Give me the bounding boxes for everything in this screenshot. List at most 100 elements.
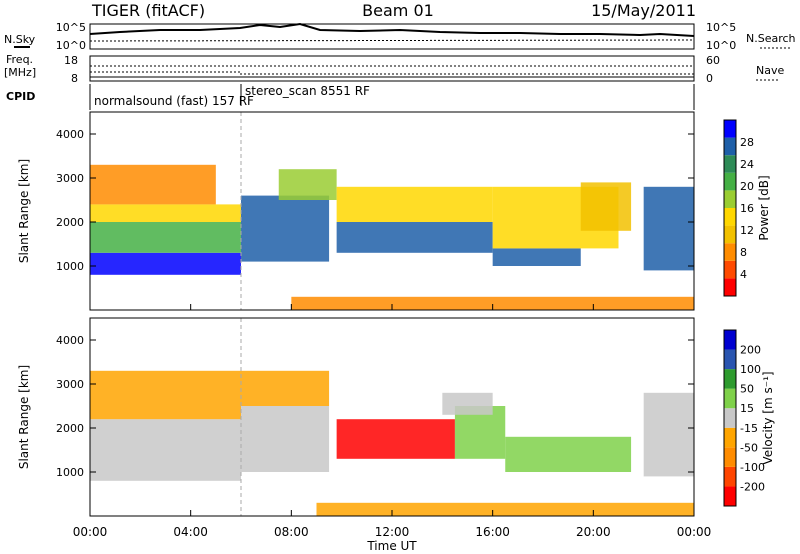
power-colorbar-tick-2: 20 [740,180,754,193]
power-ytick-label-1: 2000 [56,216,84,229]
nsearch-trace [89,39,695,42]
cpid-panel: CPID normalsound (fast) 157 RF stereo_sc… [6,84,695,110]
station-title: TIGER (fitACF) [91,1,205,20]
freq-tick-bottom: 8 [71,72,78,85]
cpid-label: CPID [6,90,35,103]
velocity-colorbar-segment-1 [724,466,736,487]
time-tick-label-4: 16:00 [475,525,510,539]
velocity-region-1 [90,370,241,420]
nsky-label: N.Sky [4,33,36,46]
velocity-colorbar-segment-4 [724,408,736,428]
nsearch-tick-top: 10^5 [706,21,736,34]
freq-panel: Freq. [MHz] 18 8 60 0 Nave [4,53,784,85]
power-colorbar-tick-3: 16 [740,202,754,215]
nsearch-label: N.Search [746,32,796,45]
power-region-10 [580,182,632,231]
power-region-4 [241,195,330,262]
power-ytick-label-3: 4000 [56,128,84,141]
velocity-colorbar-segment-3 [724,427,736,448]
velocity-colorbar-tick-6: -100 [740,461,765,474]
velocity-region-6 [505,436,632,472]
nave-label: Nave [756,64,784,77]
power-colorbar-segment-6 [724,172,736,191]
velocity-ytick-label-1: 2000 [56,422,84,435]
date-title: 15/May/2011 [591,1,696,20]
power-colorbar: 28 24 20 16 12 8 4 Power [dB] [723,119,771,297]
freq-tick-top: 18 [64,54,78,67]
velocity-region-9 [316,502,694,516]
freq-label-line2: [MHz] [4,66,36,79]
power-colorbar-segment-4 [724,208,736,226]
power-region-3 [90,164,216,205]
power-region-2 [90,204,241,222]
nsky-trace [89,22,695,37]
velocity-region-0 [90,419,241,481]
power-colorbar-segment-5 [724,190,736,208]
nsearch-tick-bottom: 10^0 [706,39,736,52]
time-tick-label-0: 00:00 [73,525,108,539]
velocity-region-7 [442,392,493,415]
nave-tick-bottom: 0 [706,72,713,85]
velocity-colorbar-segment-0 [724,486,736,506]
velocity-colorbar-segment-2 [724,447,736,467]
power-region-1 [90,222,241,253]
power-colorbar-segment-3 [724,225,736,244]
velocity-colorbar: 200 100 50 15 -15 -50 -100 -200 Velocity [m s⁻¹… [723,329,775,507]
velocity-ytick-label-2: 3000 [56,378,84,391]
velocity-colorbar-segment-5 [724,388,736,409]
time-axis-label: Time UT [366,539,417,553]
velocity-colorbar-tick-1: 100 [740,363,761,376]
velocity-colorbar-tick-2: 50 [740,383,754,396]
power-region-8 [492,248,581,266]
velocity-region-4 [336,419,455,459]
velocity-region-3 [241,370,330,406]
freq-label-line1: Freq. [6,53,33,66]
power-ytick-label-2: 3000 [56,172,84,185]
power-colorbar-segment-0 [724,278,736,296]
velocity-colorbar-tick-0: 200 [740,344,761,357]
beam-title: Beam 01 [362,1,434,20]
velocity-panel: 1000 2000 3000 4000 Slant Range [km] [17,317,695,517]
velocity-colorbar-segment-8 [724,330,736,350]
power-region-5 [278,169,337,200]
nave-tick-top: 60 [706,54,720,67]
cpid-stereoscan: stereo_scan 8551 RF [245,84,370,98]
power-region-11 [643,186,694,271]
time-axis: 00:00 04:00 08:00 12:00 16:00 20:00 00:00 [73,525,712,539]
power-colorbar-tick-5: 8 [740,246,747,259]
power-panel: 1000 2000 3000 4000 Slant Range [km] [17,111,695,311]
power-colorbar-segment-2 [724,243,736,261]
velocity-region-8 [643,392,694,477]
power-colorbar-segment-1 [724,260,736,279]
power-colorbar-segment-7 [724,155,736,173]
power-colorbar-tick-0: 28 [740,136,754,149]
power-colorbar-tick-4: 12 [740,224,754,237]
velocity-region-2 [241,406,330,472]
power-colorbar-tick-6: 4 [740,268,747,281]
nsky-panel: N.Sky 10^5 10^0 10^5 10^0 N.Search [4,21,796,52]
velocity-colorbar-segment-6 [724,369,736,389]
time-tick-label-2: 08:00 [274,525,309,539]
time-tick-label-5: 20:00 [576,525,611,539]
velocity-colorbar-tick-7: -200 [740,480,765,493]
velocity-colorbar-segment-7 [724,349,736,370]
power-colorbar-tick-1: 24 [740,158,754,171]
power-ytick-label-0: 1000 [56,260,84,273]
velocity-colorbar-tick-5: -50 [740,441,758,454]
velocity-ytick-label-0: 1000 [56,466,84,479]
power-colorbar-label: Power [dB] [757,175,771,240]
time-tick-label-6: 00:00 [677,525,712,539]
velocity-colorbar-tick-3: 15 [740,402,754,415]
power-region-0 [90,252,241,275]
power-region-7 [336,186,493,222]
power-ylabel: Slant Range [km] [17,159,31,263]
nsky-tick-bottom: 10^0 [56,39,86,52]
velocity-colorbar-tick-4: -15 [740,422,758,435]
velocity-ytick-label-3: 4000 [56,334,84,347]
power-colorbar-segment-8 [724,137,736,156]
nsky-tick-top: 10^5 [56,21,86,34]
power-colorbar-segment-9 [724,120,736,138]
velocity-colorbar-label: Velocity [m s⁻¹] [761,371,775,464]
time-tick-label-1: 04:00 [173,525,208,539]
